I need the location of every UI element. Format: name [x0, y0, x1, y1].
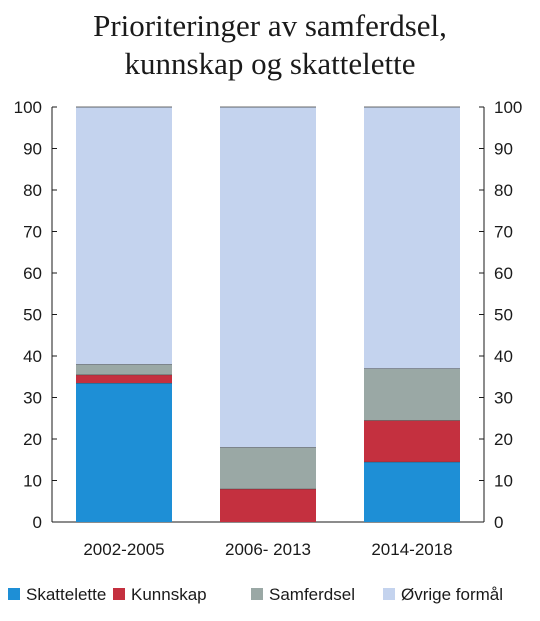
bar-segment — [364, 461, 460, 522]
legend-label: Samferdsel — [269, 585, 355, 604]
y-tick-label-right: 40 — [494, 347, 513, 366]
y-tick-label-right: 30 — [494, 389, 513, 408]
plot-area: 0 0 10 10 20 20 30 30 40 40 50 50 60 60 70 70 80 80 90 90 10… — [14, 98, 523, 559]
y-tick-label-right: 20 — [494, 430, 513, 449]
y-tick-label-left: 70 — [23, 223, 42, 242]
x-category-label: 2014-2018 — [371, 540, 452, 559]
y-tick-label-left: 90 — [23, 140, 42, 159]
y-tick-label-left: 40 — [23, 347, 42, 366]
legend-swatch — [383, 588, 395, 600]
y-tick-label-right: 90 — [494, 140, 513, 159]
bar-segment — [76, 107, 172, 365]
bar-segment — [364, 107, 460, 369]
y-tick-label-left: 80 — [23, 181, 42, 200]
bar-segment — [76, 364, 172, 375]
y-tick-label-left: 100 — [14, 98, 42, 117]
x-category-label: 2006- 2013 — [225, 540, 311, 559]
bar-segment — [220, 488, 316, 522]
y-tick-label-left: 50 — [23, 306, 42, 325]
y-tick-label-right: 0 — [494, 513, 503, 532]
legend-label: Skattelette — [26, 585, 106, 604]
x-category-label: 2002-2005 — [83, 540, 164, 559]
bar-segment — [76, 374, 172, 383]
legend: Skattelette Kunnskap Samferdsel Øvrige form… — [8, 585, 503, 604]
y-tick-label-right: 50 — [494, 306, 513, 325]
chart-title-line-2: kunnskap og skattelette — [125, 46, 416, 81]
y-tick-label-right: 70 — [494, 223, 513, 242]
legend-label: Kunnskap — [131, 585, 207, 604]
bar-segment — [220, 107, 316, 448]
y-tick-label-left: 60 — [23, 264, 42, 283]
y-tick-label-left: 20 — [23, 430, 42, 449]
y-tick-label-right: 80 — [494, 181, 513, 200]
y-tick-label-right: 10 — [494, 472, 513, 491]
bar-segment — [220, 447, 316, 489]
legend-swatch — [251, 588, 263, 600]
y-tick-label-left: 30 — [23, 389, 42, 408]
bar-segment — [76, 382, 172, 522]
legend-swatch — [113, 588, 125, 600]
y-tick-label-left: 10 — [23, 472, 42, 491]
chart-title-line-1: Prioriteringer av samferdsel, — [93, 8, 447, 43]
y-tick-label-left: 0 — [33, 513, 42, 532]
legend-swatch — [8, 588, 20, 600]
bar-segment — [364, 368, 460, 421]
legend-label: Øvrige formål — [401, 585, 503, 604]
y-tick-label-right: 100 — [494, 98, 522, 117]
bar-segment — [364, 420, 460, 462]
y-tick-label-right: 60 — [494, 264, 513, 283]
